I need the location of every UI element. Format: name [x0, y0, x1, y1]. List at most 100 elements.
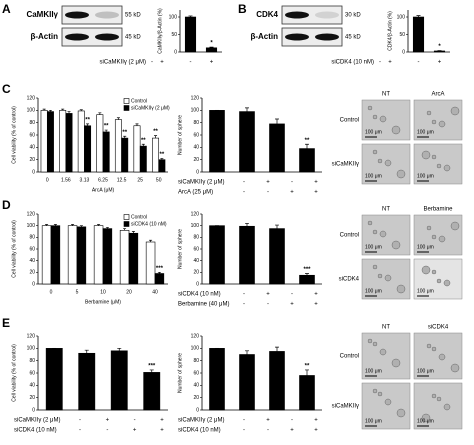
y-axis-label: CaMKIIγ/β-Actin (%) [157, 8, 163, 54]
sphere [431, 154, 437, 160]
blot-frame [61, 5, 123, 25]
column-label: NT [382, 325, 390, 331]
bar [84, 125, 92, 173]
condition-mark: + [314, 292, 318, 298]
sphere [438, 235, 446, 243]
y-tick-label: 80 [29, 235, 35, 241]
y-tick-label: 0 [32, 281, 35, 287]
significance: ** [160, 152, 165, 158]
condition-mark: + [314, 428, 318, 434]
bar [77, 110, 85, 173]
x-tick-label: 6.25 [98, 177, 108, 183]
significance: ** [104, 124, 109, 130]
condition-mark: + [314, 190, 318, 196]
error-bar [141, 143, 145, 147]
x-tick-label: 50 [156, 177, 162, 183]
sphere [421, 150, 431, 160]
row-label: Control [340, 354, 359, 360]
blot-frame [281, 5, 343, 25]
sphere [372, 114, 378, 120]
condition-mark: + [210, 60, 214, 66]
blot-band [95, 11, 119, 19]
scale-label: 100 μm [365, 288, 382, 294]
condition-label: siCaMKIIγ (2 μM) [14, 418, 60, 424]
sphere [421, 413, 431, 423]
condition-mark: + [160, 60, 164, 66]
bar [158, 159, 166, 173]
column-label: Berbamine [423, 207, 453, 213]
scale-label: 100 μm [417, 173, 434, 179]
sphere [443, 279, 451, 287]
condition-mark: - [79, 418, 81, 424]
condition-mark: + [438, 60, 442, 66]
error-bar [305, 369, 309, 376]
condition-mark: + [160, 418, 164, 424]
condition-mark: - [243, 292, 245, 298]
significance: *** [156, 266, 164, 272]
bar [40, 110, 48, 173]
sphere [377, 391, 383, 397]
blot-band [315, 11, 339, 19]
significance: * [438, 44, 441, 50]
sphere [450, 363, 460, 373]
column-label: NT [382, 92, 390, 98]
legend-label: siCaMKIIγ (2 μM) [131, 105, 170, 111]
bar [299, 375, 315, 411]
micrograph [413, 214, 463, 256]
error-bar [154, 135, 158, 139]
error-bar [67, 111, 71, 114]
sphere [379, 115, 387, 123]
condition-label: siCDK4 (10 nM) [178, 292, 221, 298]
condition-mark: + [266, 180, 270, 186]
blot-frame [281, 27, 343, 47]
y-tick-label: 60 [29, 132, 35, 138]
row-label: Control [340, 118, 359, 124]
bar [102, 131, 110, 173]
condition-mark: + [388, 60, 392, 66]
significance: ** [305, 363, 310, 369]
bar [205, 47, 218, 53]
x-tick-label: 0 [50, 289, 53, 295]
error-bar [98, 112, 102, 115]
error-bar [305, 143, 309, 149]
bar [93, 225, 104, 285]
sphere [384, 274, 392, 282]
sphere [426, 343, 432, 349]
bar [128, 232, 139, 285]
scale-label: 100 μm [365, 173, 382, 179]
error-bar [188, 15, 193, 17]
condition-mark: - [418, 60, 420, 66]
y-tick-label: 120 [191, 95, 200, 101]
bar [139, 145, 147, 173]
significance: ** [122, 130, 127, 136]
sphere [372, 149, 378, 155]
sphere [384, 398, 392, 406]
y-axis-label: Cell viability (% of control) [11, 220, 17, 278]
x-axis-label: ArcA (μM) [92, 187, 115, 193]
condition-mark: - [243, 190, 245, 196]
sphere [367, 105, 373, 111]
bar [76, 226, 87, 285]
bar [184, 16, 197, 53]
y-tick-label: 60 [193, 370, 199, 376]
y-tick-label: 100 [27, 223, 36, 229]
significance: ** [141, 138, 146, 144]
bar [209, 225, 225, 285]
sphere [377, 158, 383, 164]
y-tick-label: 40 [193, 258, 199, 264]
y-tick-label: 100 [191, 223, 200, 229]
error-bar [245, 107, 249, 112]
legend-label: Control [131, 214, 147, 220]
bar [114, 119, 122, 173]
bar [45, 348, 63, 411]
scale-label: 100 μm [365, 418, 382, 424]
y-tick-label: 0 [32, 407, 35, 413]
sphere [377, 273, 383, 279]
y-axis-label: Cell viability (% of control) [11, 344, 17, 402]
bar [102, 228, 113, 285]
band-name: CaMKIIγ [26, 10, 58, 19]
condition-mark: + [266, 418, 270, 424]
y-tick-label: 0 [174, 49, 177, 55]
bar [239, 354, 255, 411]
